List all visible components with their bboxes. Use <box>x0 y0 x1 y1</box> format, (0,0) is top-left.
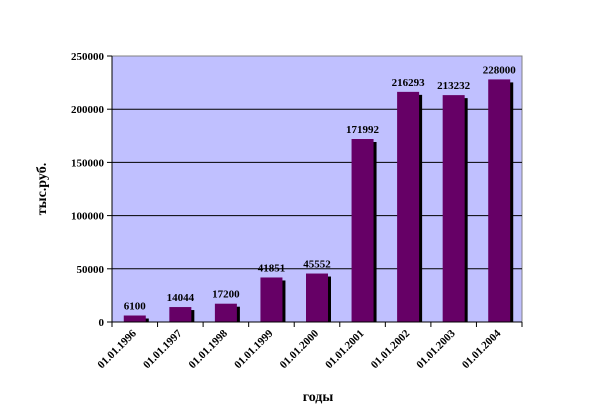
y-tick-label: 250000 <box>71 51 105 63</box>
x-axis-ticks: 01.01.1996 01.01.1997 01.01.1998 01.01.1999… <box>95 321 523 371</box>
data-label: 14044 <box>167 292 195 304</box>
data-label: 171992 <box>346 124 380 136</box>
x-tick-label: 01.01.2004 <box>460 327 504 371</box>
y-tick-label: 100000 <box>71 211 105 223</box>
x-tick-label: 01.01.2002 <box>369 327 413 371</box>
data-labels: 6100 14044 17200 41851 45552 171992 216293 2132… <box>124 64 516 312</box>
data-label: 228000 <box>483 64 517 76</box>
y-axis-title: тыс.руб. <box>35 163 50 215</box>
x-tick-label: 01.01.1999 <box>232 327 276 371</box>
x-tick-label: 01.01.1996 <box>95 327 139 371</box>
y-tick-label: 150000 <box>71 157 105 169</box>
x-tick-label: 01.01.1997 <box>141 327 185 371</box>
y-tick-label: 200000 <box>71 104 105 116</box>
bar <box>123 315 146 322</box>
y-tick-label: 50000 <box>77 264 105 276</box>
bar <box>306 273 328 322</box>
data-label: 17200 <box>212 289 240 301</box>
bar <box>260 277 283 322</box>
bar <box>214 303 237 322</box>
bar <box>351 139 374 322</box>
data-label: 6100 <box>124 301 147 313</box>
bar <box>397 91 420 322</box>
data-label: 213232 <box>437 80 471 92</box>
x-tick-label: 01.01.2000 <box>278 327 322 371</box>
x-axis-title: годы <box>303 390 334 405</box>
x-tick-label: 01.01.2001 <box>323 328 366 371</box>
data-label: 216293 <box>392 77 426 89</box>
bar <box>442 95 465 322</box>
bar <box>488 79 511 323</box>
x-tick-label: 01.01.1998 <box>187 327 231 371</box>
data-label: 41851 <box>258 262 286 274</box>
bar <box>169 307 192 322</box>
y-axis-ticks: 0 50000 100000 150000 200000 250000 <box>71 51 113 329</box>
x-tick-label: 01.01.2003 <box>414 327 458 371</box>
y-tick-label: 0 <box>99 317 105 329</box>
data-label: 45552 <box>303 259 331 271</box>
bars <box>123 79 514 323</box>
